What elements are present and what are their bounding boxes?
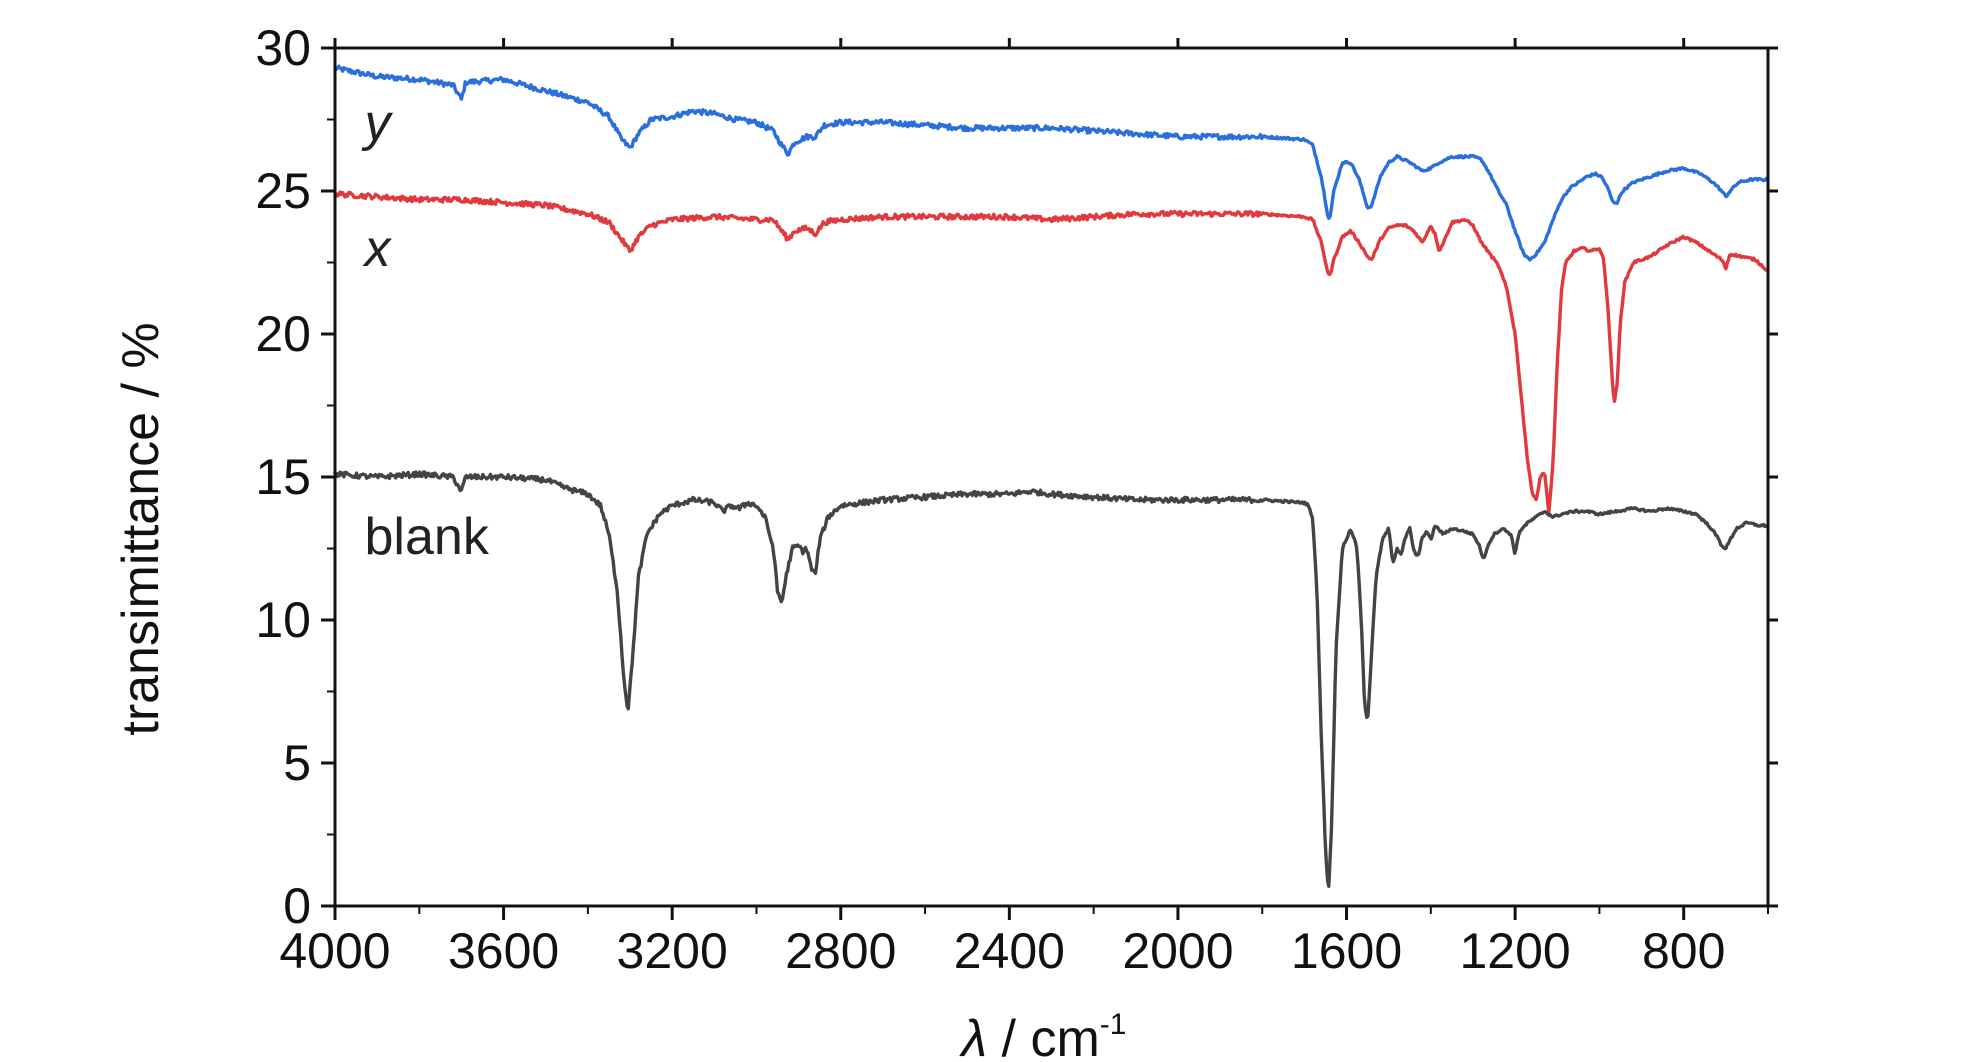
y-tick-label: 15 xyxy=(255,449,311,505)
x-tick-label: 3600 xyxy=(448,923,559,979)
series-line-blank xyxy=(333,470,1770,888)
x-tick-label: 3200 xyxy=(617,923,728,979)
plot-frame xyxy=(333,46,1770,908)
y-tick-label: 20 xyxy=(255,306,311,362)
axis-ticks xyxy=(321,38,1778,920)
x-tick-label: 2400 xyxy=(954,923,1065,979)
x-tick-label: 1200 xyxy=(1460,923,1571,979)
y-tick-label: 5 xyxy=(283,735,311,791)
y-tick-label: 10 xyxy=(255,592,311,648)
y-tick-labels: 0 5 10 15 20 25 30 xyxy=(255,20,311,934)
series-line-x xyxy=(333,190,1770,516)
x-tick-label: 1600 xyxy=(1291,923,1402,979)
x-tick-label: 4000 xyxy=(279,923,390,979)
x-tick-label: 800 xyxy=(1642,923,1725,979)
series-labels: y x blank xyxy=(362,94,490,566)
y-tick-label: 30 xyxy=(255,20,311,76)
x-tick-labels: 4000 3600 3200 2800 2400 2000 1600 1200 800 xyxy=(279,923,1725,979)
x-axis-title: λ / cm-1 xyxy=(959,1008,1127,1062)
x-axis-unit: / cm xyxy=(987,1010,1100,1062)
series-line-y xyxy=(333,64,1770,262)
series-label-x: x xyxy=(362,220,393,278)
x-axis-symbol: λ xyxy=(959,1010,988,1062)
x-tick-label: 2800 xyxy=(785,923,896,979)
y-tick-label: 0 xyxy=(283,878,311,934)
series-label-y: y xyxy=(362,94,394,152)
x-tick-label: 2000 xyxy=(1122,923,1233,979)
y-tick-label: 25 xyxy=(255,163,311,219)
spectrum-series xyxy=(333,48,1770,906)
series-label-blank: blank xyxy=(365,508,490,566)
y-axis-title: transimittance / % xyxy=(112,322,170,735)
x-axis-unit-exponent: -1 xyxy=(1100,1008,1127,1041)
